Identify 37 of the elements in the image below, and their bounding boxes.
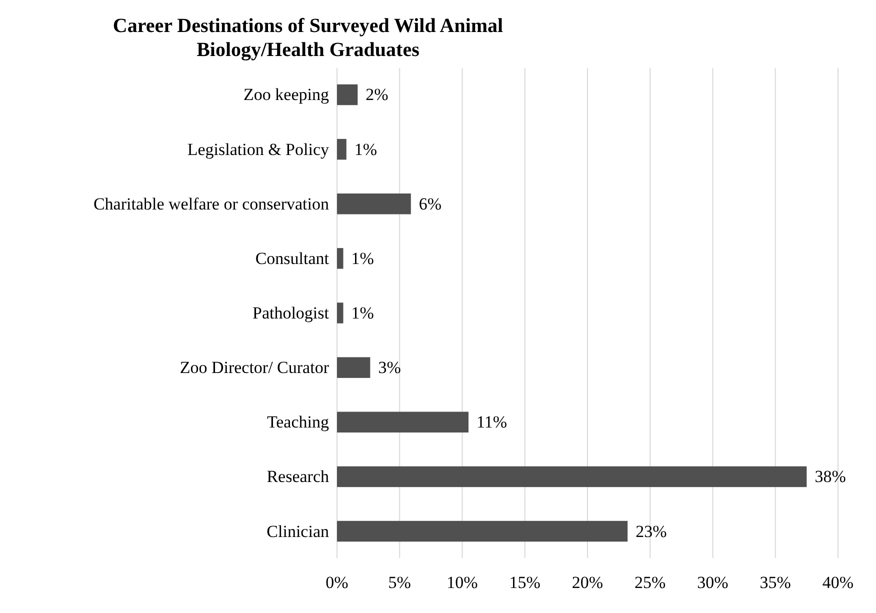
x-tick-label: 15% [509,573,540,592]
x-tick-label: 10% [446,573,478,592]
y-tick-label: Clinician [266,522,330,541]
data-label: 1% [351,304,374,322]
data-label: 11% [476,412,508,432]
data-label: 1% [354,140,378,159]
bar [337,248,344,269]
y-tick-label: Legislation & Policy [187,140,330,159]
y-tick-label: Charitable welfare or conservation [93,194,330,214]
x-tick-label: 40% [822,573,854,592]
y-tick-label: Teaching [266,412,330,432]
bar [337,412,469,432]
y-tick-label: Zoo keeping [244,85,330,104]
bar [337,302,344,324]
bar [337,194,411,214]
x-tick-label: 0% [326,573,348,592]
bar [337,84,358,106]
x-tick-label: 30% [697,573,728,592]
bar [337,520,628,542]
bar [337,138,346,160]
y-tick-label: Research [266,467,330,486]
x-tick-label: 5% [388,573,411,592]
data-label: 3% [378,358,401,378]
bar [337,357,370,378]
chart-title: Career Destinations of Surveyed Wild Animal Biology/Health Graduates [112,15,504,61]
y-tick-label: Zoo Director/ Curator [180,358,330,378]
x-tick-label: 35% [760,573,791,592]
data-label: 23% [636,522,667,541]
data-label: 1% [351,248,374,268]
bar [337,466,807,488]
data-label: 6% [418,194,442,214]
x-tick-label: 25% [634,573,666,592]
data-label: 38% [814,467,846,486]
y-tick-label: Consultant [255,248,330,268]
x-tick-label: 20% [572,573,604,592]
data-label: 2% [366,85,388,104]
y-tick-label: Pathologist [252,304,330,322]
